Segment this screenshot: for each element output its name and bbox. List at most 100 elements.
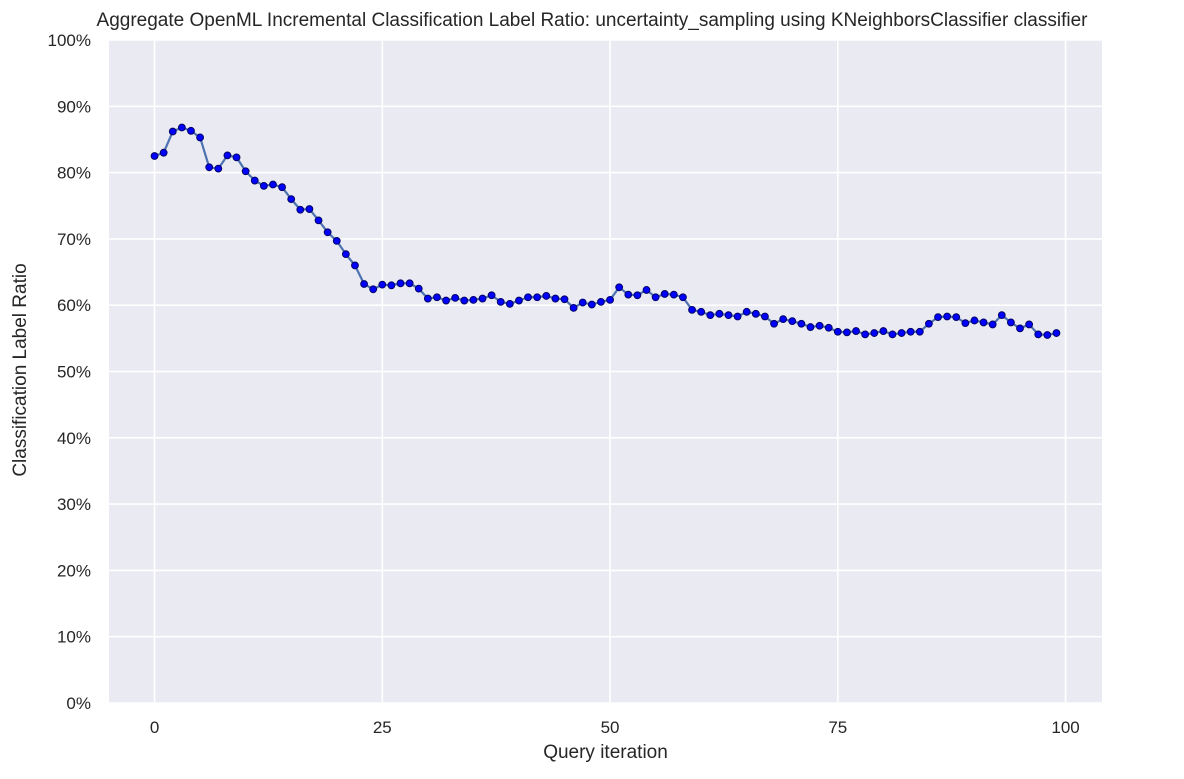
grid-lines — [109, 39, 1102, 704]
data-point — [560, 295, 569, 304]
x-tick-labels: 0 25 50 75 100 — [150, 718, 1080, 737]
y-tick-label: 70% — [57, 230, 91, 249]
data-point — [515, 296, 523, 305]
x-tick-label: 50 — [601, 718, 620, 737]
x-tick-label: 25 — [373, 718, 392, 737]
data-point — [150, 152, 159, 160]
data-point — [332, 236, 341, 245]
x-tick-label: 0 — [150, 718, 159, 737]
data-point — [915, 327, 924, 336]
data-point — [806, 323, 815, 331]
data-point — [241, 167, 250, 176]
y-tick-label: 80% — [57, 164, 91, 183]
data-point — [460, 296, 469, 305]
data-point — [879, 327, 888, 335]
data-point — [205, 163, 214, 172]
data-point — [779, 315, 788, 324]
data-point — [788, 317, 797, 326]
data-point — [232, 153, 241, 162]
data-point — [569, 303, 578, 312]
data-point — [697, 307, 706, 316]
y-tick-label: 90% — [57, 97, 91, 116]
data-point — [1016, 324, 1024, 333]
x-axis-label: Query iteration — [543, 742, 668, 763]
data-point — [369, 285, 378, 294]
data-point — [250, 176, 259, 185]
data-point — [587, 300, 596, 309]
y-tick-label: 30% — [57, 495, 91, 514]
data-point — [906, 327, 915, 336]
data-point — [606, 296, 614, 304]
data-point — [351, 261, 359, 270]
data-point — [278, 183, 286, 192]
data-point — [360, 280, 368, 288]
data-point — [733, 312, 742, 321]
data-point — [615, 283, 624, 292]
data-point — [323, 228, 332, 237]
data-point — [159, 148, 168, 157]
data-point — [970, 316, 979, 325]
data-point — [925, 319, 933, 328]
data-point — [724, 311, 733, 320]
data-point — [168, 127, 177, 136]
data-point — [1052, 329, 1061, 337]
data-point — [259, 181, 268, 190]
data-point — [1043, 331, 1052, 339]
y-tick-labels: 0% 10% 20% 30% 40% 50% 60% 70% 80% 90% 100% — [48, 31, 91, 713]
data-point — [824, 323, 833, 332]
data-point — [870, 329, 879, 337]
data-point — [688, 305, 696, 314]
y-tick-label: 100% — [48, 31, 91, 50]
data-point — [196, 133, 205, 142]
data-point — [487, 291, 496, 300]
data-point — [651, 293, 660, 302]
x-tick-label: 100 — [1051, 718, 1079, 737]
data-point — [624, 290, 633, 299]
series-line — [154, 126, 1057, 337]
data-point — [961, 319, 970, 328]
data-point — [669, 290, 678, 299]
data-point — [405, 279, 414, 288]
data-point — [979, 318, 988, 327]
data-point — [1025, 320, 1034, 329]
data-point — [314, 216, 323, 225]
data-point — [1007, 318, 1015, 327]
data-point — [177, 123, 186, 132]
data-point — [378, 280, 387, 289]
data-point — [943, 312, 952, 321]
y-tick-label: 10% — [57, 628, 91, 647]
data-point — [578, 298, 587, 307]
y-tick-label: 0% — [66, 694, 91, 713]
data-point — [469, 296, 478, 304]
data-point — [423, 294, 432, 303]
series-points — [150, 123, 1061, 339]
data-point — [296, 205, 305, 214]
data-point — [934, 313, 942, 322]
data-point — [223, 151, 232, 160]
data-point — [414, 284, 423, 293]
data-point — [852, 327, 860, 335]
y-axis-label: Classification Label Ratio — [10, 263, 31, 477]
data-point — [888, 330, 897, 339]
data-point — [387, 281, 396, 290]
chart-title: Aggregate OpenML Incremental Classificat… — [96, 10, 1088, 31]
data-point — [478, 294, 487, 303]
data-point — [187, 126, 195, 135]
y-tick-label: 60% — [57, 296, 91, 315]
data-point — [341, 250, 350, 259]
x-tick-label: 75 — [828, 718, 847, 737]
y-tick-label: 20% — [57, 561, 91, 580]
data-point — [305, 205, 314, 213]
data-point — [524, 293, 532, 302]
data-point — [396, 279, 405, 288]
y-tick-label: 50% — [57, 363, 91, 382]
data-point — [861, 330, 870, 339]
data-point — [533, 293, 542, 302]
data-point — [442, 296, 450, 305]
data-point — [542, 292, 551, 300]
data-point — [751, 309, 760, 318]
data-point — [597, 297, 605, 306]
y-tick-label: 40% — [57, 429, 91, 448]
data-point — [833, 327, 842, 336]
